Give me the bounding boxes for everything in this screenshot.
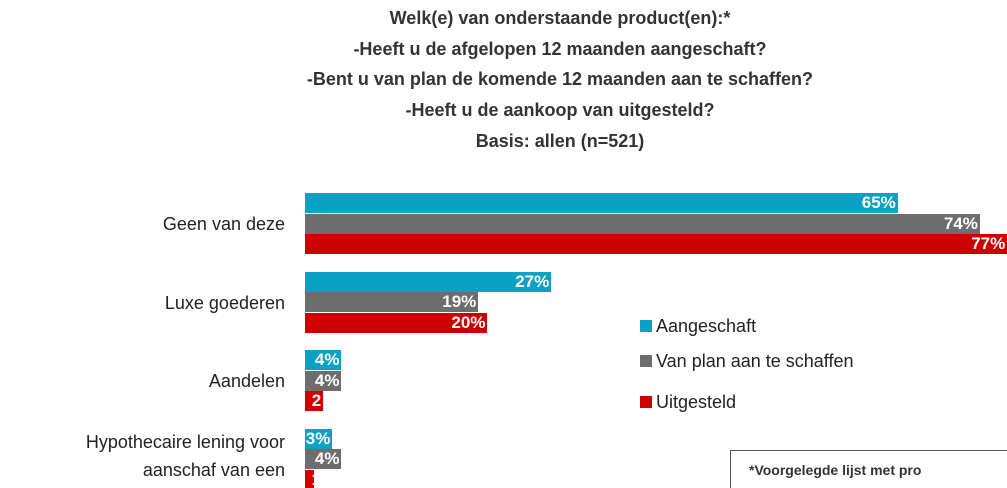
bar: [305, 449, 342, 469]
value-label: 4%: [314, 370, 340, 390]
legend-swatch: [640, 396, 652, 408]
bar: [305, 469, 315, 488]
value-label: 19%: [442, 292, 477, 311]
legend-item: Van plan aan te schaffen: [640, 351, 854, 372]
bar: [305, 193, 898, 213]
legend-swatch: [640, 355, 652, 367]
legend-item: Uitgesteld: [640, 392, 736, 413]
bar: [305, 312, 488, 333]
bar: [305, 271, 552, 292]
value-label: 2: [311, 391, 322, 410]
bar: [305, 428, 333, 449]
bar: [305, 213, 980, 234]
bar: [305, 350, 342, 370]
legend-label: Uitgesteld: [656, 392, 737, 412]
chart-title: -Bent u van plan de komende 12 maanden a…: [306, 69, 814, 89]
value-label: 3%: [305, 428, 331, 448]
bar: [305, 292, 479, 312]
chart-title: -Heeft u de afgelopen 12 maanden aangesc…: [353, 39, 767, 59]
category-label: Hypothecaire lening voor aanschaf van ee…: [85, 431, 285, 488]
annotation: *Voorgelegde lijst met pro: [730, 450, 1007, 488]
bar: [305, 234, 1007, 254]
bar: [305, 391, 324, 411]
value-label: 65%: [861, 193, 896, 212]
value-label: 74%: [943, 213, 978, 233]
chart-title: -Heeft u de aankoop van uitgesteld?: [405, 100, 715, 120]
chart-title: Basis: allen (n=521): [475, 131, 645, 151]
category-label: Luxe goederen: [164, 292, 285, 313]
legend-label: Aangeschaft: [656, 316, 757, 336]
value-label: 4%: [314, 449, 340, 468]
chart-title: Welk(e) van onderstaande product(en):*: [389, 8, 731, 28]
category-label: Aandelen: [208, 371, 285, 391]
value-label: 77%: [971, 234, 1006, 253]
bar: [305, 370, 342, 391]
legend-swatch: [640, 320, 652, 332]
value-label: 1: [311, 469, 321, 488]
value-label: 27%: [515, 271, 550, 291]
legend-label: Van plan aan te schaffen: [656, 351, 854, 371]
legend-item: Aangeschaft: [640, 316, 756, 337]
value-label: 4%: [314, 350, 340, 369]
category-label: Geen van deze: [162, 214, 285, 234]
value-label: 20%: [451, 312, 486, 332]
